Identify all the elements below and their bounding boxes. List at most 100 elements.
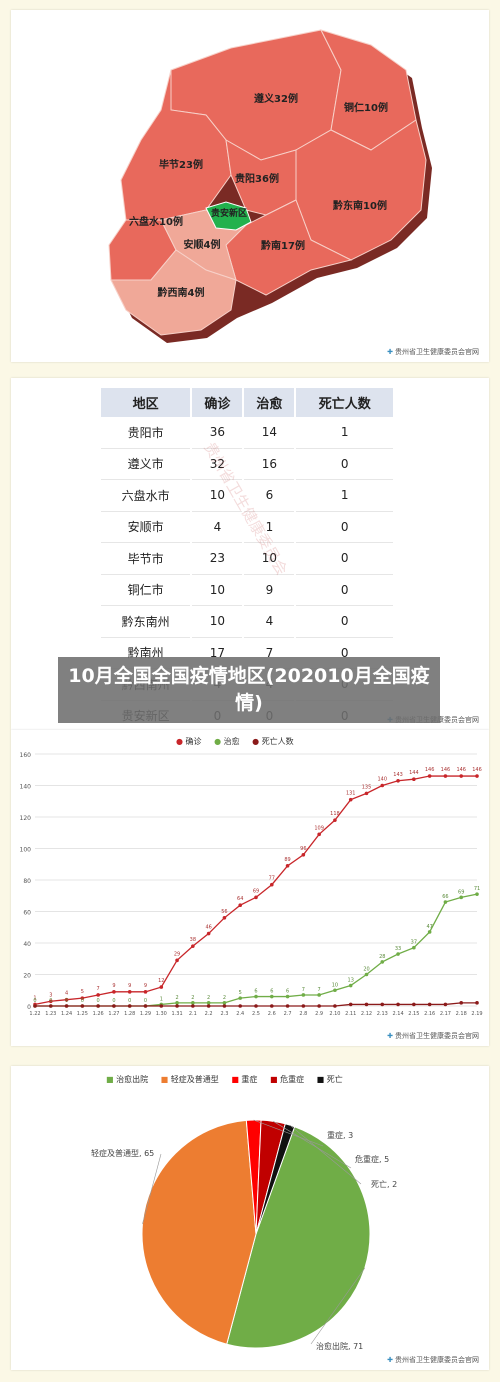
data-label: 143 bbox=[393, 772, 403, 778]
data-point bbox=[33, 1004, 37, 1008]
data-label: 9 bbox=[144, 983, 147, 989]
data-point bbox=[364, 972, 369, 977]
data-point bbox=[127, 990, 132, 994]
table-cell: 0 bbox=[296, 575, 393, 606]
x-tick-label: 2.5 bbox=[252, 1011, 260, 1017]
data-label: 0 bbox=[65, 998, 68, 1004]
data-point bbox=[427, 1002, 432, 1007]
x-tick-label: 1.28 bbox=[124, 1011, 135, 1017]
table-cell: 0 bbox=[296, 543, 393, 575]
footer-source: ✚贵州省卫生健康委员会官网 bbox=[387, 347, 479, 357]
leader-line bbox=[289, 1124, 362, 1185]
data-point bbox=[333, 1004, 337, 1008]
table-row: 遵义市 32 16 0 bbox=[101, 449, 393, 480]
data-label: 135 bbox=[362, 784, 372, 790]
x-tick-label: 2.16 bbox=[424, 1011, 435, 1017]
data-point bbox=[427, 930, 432, 934]
data-point bbox=[96, 1004, 100, 1008]
data-point bbox=[412, 945, 416, 950]
data-label: 29 bbox=[174, 951, 180, 957]
map-label-liupanshui: 六盘水10例 bbox=[129, 215, 183, 228]
data-label: 71 bbox=[474, 886, 480, 892]
pie-legend: ■ 治愈出院 ■ 轻症及普通型 ■ 重症 ■ 危重症 ■ 死亡 bbox=[106, 1074, 353, 1085]
data-point bbox=[301, 993, 306, 997]
y-tick-label: 140 bbox=[20, 784, 32, 791]
data-label: 64 bbox=[237, 896, 243, 902]
data-label: 146 bbox=[441, 767, 451, 773]
table-row: 六盘水市 10 6 1 bbox=[101, 480, 393, 512]
data-point bbox=[48, 1004, 53, 1008]
footer-label: 贵州省卫生健康委员会官网 bbox=[395, 1356, 479, 1364]
table-row: 贵阳市 36 14 1 bbox=[101, 417, 393, 449]
y-tick-label: 0 bbox=[27, 1004, 31, 1011]
data-label: 37 bbox=[411, 940, 417, 946]
data-label: 1 bbox=[160, 996, 163, 1002]
data-point bbox=[459, 895, 464, 900]
data-point bbox=[396, 778, 400, 783]
data-label: 12 bbox=[158, 978, 164, 984]
table-cell: 1 bbox=[296, 480, 393, 512]
footer-label: 贵州省卫生健康委员会官网 bbox=[395, 1032, 479, 1040]
data-label: 5 bbox=[239, 990, 242, 996]
data-point bbox=[175, 958, 179, 963]
data-point bbox=[159, 985, 164, 989]
data-point bbox=[396, 1002, 400, 1007]
legend-pie-2: ■ 重症 bbox=[231, 1075, 258, 1084]
table-cell: 32 bbox=[192, 449, 243, 480]
legend-pie-4: ■ 死亡 bbox=[316, 1075, 343, 1084]
data-point bbox=[238, 1004, 243, 1008]
data-point bbox=[301, 853, 306, 857]
data-point bbox=[301, 1004, 306, 1008]
data-label: 0 bbox=[33, 998, 36, 1004]
data-label: 144 bbox=[409, 770, 419, 776]
data-point bbox=[175, 1001, 179, 1005]
data-point bbox=[380, 960, 385, 964]
x-tick-label: 2.1 bbox=[189, 1011, 197, 1017]
data-point bbox=[64, 997, 69, 1002]
table-cell: 14 bbox=[244, 417, 295, 449]
leader-line bbox=[310, 1267, 366, 1345]
table-cell: 0 bbox=[296, 606, 393, 638]
table-cell: 毕节市 bbox=[101, 543, 191, 575]
legend-pie-3: ■ 危重症 bbox=[269, 1075, 305, 1084]
table-row: 黔东南州 10 4 0 bbox=[101, 606, 393, 638]
data-label: 7 bbox=[318, 987, 321, 993]
data-label: 9 bbox=[112, 983, 115, 989]
data-point bbox=[348, 1002, 353, 1007]
table-cell: 10 bbox=[192, 480, 243, 512]
page-title-banner: 10月全国全国疫情地区(202010月全国疫情) bbox=[58, 657, 440, 723]
table-row: 铜仁市 10 9 0 bbox=[101, 575, 393, 606]
x-tick-label: 1.22 bbox=[29, 1011, 40, 1017]
footer-source: ✚贵州省卫生健康委员会官网 bbox=[387, 1031, 479, 1041]
map-label-anshun: 安顺4例 bbox=[184, 238, 221, 251]
table-cell: 遵义市 bbox=[101, 449, 191, 480]
table-cell: 16 bbox=[244, 449, 295, 480]
table-row: 毕节市 23 10 0 bbox=[101, 543, 393, 575]
map-label-qiandongnan: 黔东南10例 bbox=[333, 199, 387, 212]
data-label: 9 bbox=[128, 983, 131, 989]
table-cell: 9 bbox=[244, 575, 295, 606]
x-tick-label: 2.2 bbox=[205, 1011, 213, 1017]
x-tick-label: 2.9 bbox=[315, 1011, 323, 1017]
data-point bbox=[191, 1004, 195, 1008]
x-tick-label: 2.17 bbox=[440, 1011, 451, 1017]
header-region: 地区 bbox=[101, 388, 191, 417]
table-cell: 4 bbox=[244, 606, 295, 638]
data-label: 56 bbox=[221, 909, 227, 915]
header-deaths: 死亡人数 bbox=[296, 388, 393, 417]
data-point bbox=[317, 832, 321, 837]
table-cell: 黔东南州 bbox=[101, 606, 191, 638]
data-label: 131 bbox=[346, 791, 356, 797]
header-confirmed: 确诊 bbox=[192, 388, 243, 417]
x-tick-label: 2.19 bbox=[471, 1011, 482, 1017]
x-tick-label: 2.4 bbox=[236, 1011, 244, 1017]
x-tick-label: 2.14 bbox=[393, 1011, 404, 1017]
table-cell: 4 bbox=[192, 512, 243, 543]
map-label-guian: 贵安新区 bbox=[211, 207, 247, 219]
data-point bbox=[412, 1002, 416, 1007]
data-label: 0 bbox=[112, 998, 115, 1004]
data-point bbox=[80, 1004, 85, 1008]
footer-source: ✚贵州省卫生健康委员会官网 bbox=[387, 1355, 479, 1365]
x-tick-label: 1.29 bbox=[140, 1011, 151, 1017]
data-point bbox=[222, 916, 227, 920]
